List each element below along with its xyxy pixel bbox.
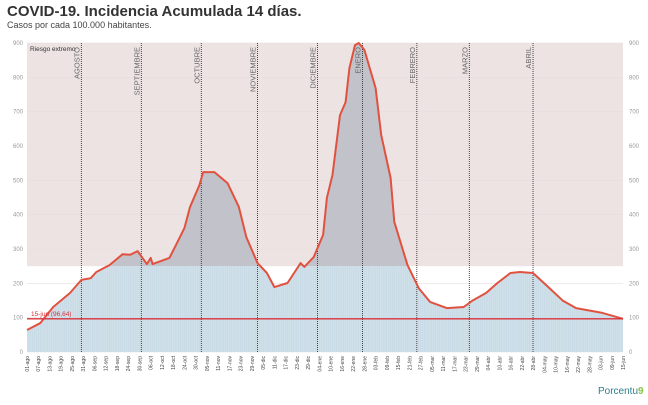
y-tick-label-left: 300 [13,247,24,253]
y-tick-label-right: 300 [629,247,640,253]
month-marker-label: SEPTIEMBRE [132,47,141,95]
x-tick-label: 23-mar [464,356,470,372]
x-tick-label: 13-ago [47,356,53,372]
x-tick-label: 12-oct [160,355,166,370]
x-tick-label: 11-nov [216,356,222,371]
x-tick-label: 24-sep [126,356,132,372]
risk-band-label: Riesgo extremo [30,46,76,53]
x-tick-label: 27-feb [419,356,425,370]
reference-label: 15-jun (96,64) [31,311,71,318]
area-above-threshold [107,43,409,267]
y-tick-label-left: 400 [13,213,24,219]
porcentu-logo: Porcentu9 [598,386,644,397]
x-tick-label: 30-oct [194,355,200,370]
x-tick-label: 07-ago [36,356,42,372]
x-tick-label: 16-may [565,356,571,373]
chart-subtitle: Casos por cada 100.000 habitantes. [7,20,152,30]
x-tick-label: 06-oct [149,355,155,370]
x-tick-label: 17-nov [227,356,233,372]
x-tick-label: 17-dic [284,356,290,370]
x-tick-label: 16-ene [340,356,346,372]
y-tick-label-left: 500 [13,178,24,184]
x-tick-label: 05-mar [430,356,436,372]
x-tick-label: 11-mar [441,356,447,372]
x-tick-label: 05-dic [261,356,267,370]
y-tick-label-right: 100 [629,316,640,322]
x-tick-label: 29-mar [475,356,481,372]
x-tick-label: 19-ago [59,356,65,372]
x-tick-label: 22-ene [351,356,357,372]
incidence-line [26,42,624,331]
y-tick-label-right: 400 [629,213,640,219]
y-tick-label-right: 200 [629,281,640,287]
chart-title: COVID-19. Incidencia Acumulada 14 días. [7,3,302,20]
x-tick-label: 16-abr [509,356,515,371]
month-marker-label: MARZO [460,47,469,74]
x-tick-label: 21-feb [407,356,413,370]
y-tick-label-right: 600 [629,144,640,150]
month-marker-label: ABRIL [524,47,533,69]
x-tick-label: 10-ene [329,356,335,372]
logo-text: Porcentu [598,386,639,397]
y-tick-label-left: 900 [13,41,24,47]
month-marker-label: FEBRERO [408,47,417,83]
x-tick-label: 18-oct [171,355,177,370]
month-marker-label: DICIEMBRE [309,47,318,89]
x-tick-label: 09-feb [385,356,391,370]
y-tick-label-left: 200 [13,281,24,287]
month-marker-label: NOVIEMBRE [249,47,258,92]
x-tick-label: 23-dic [295,356,301,370]
x-tick-label: 31-ago [81,356,87,372]
month-marker-label: OCTUBRE [192,47,201,84]
y-tick-label-left: 0 [20,350,24,356]
x-tick-label: 29-nov [250,356,256,372]
x-tick-label: 03-feb [374,356,380,370]
y-tick-label-left: 600 [13,144,24,150]
x-tick-label: 22-abr [520,356,526,371]
x-tick-label: 04-ene [317,356,323,372]
x-tick-label: 28-may [587,356,593,373]
x-tick-label: 18-sep [115,356,121,372]
month-marker-label: AGOSTO [72,47,81,79]
x-tick-label: 23-nov [239,356,245,372]
x-tick-label: 28-ene [362,356,368,372]
month-marker-label: ENERO [353,47,362,74]
x-tick-label: 24-oct [182,355,188,370]
x-tick-label: 06-sep [92,356,98,372]
y-tick-label-left: 700 [13,110,24,116]
x-tick-label: 17-mar [452,356,458,372]
logo-icon: 9 [638,386,644,397]
x-tick-label: 29-dic [306,356,312,370]
y-tick-label-right: 500 [629,178,640,184]
x-tick-label: 05-nov [205,356,211,372]
x-tick-label: 22-may [576,356,582,373]
x-tick-label: 01-ago [25,356,31,372]
x-tick-label: 28-abr [531,356,537,371]
x-tick-label: 09-jun [610,356,616,370]
y-tick-label-left: 800 [13,75,24,81]
y-tick-label-right: 800 [629,75,640,81]
x-tick-label: 03-jun [599,356,605,370]
area-below-threshold [27,266,623,352]
x-tick-label: 10-abr [497,356,503,371]
y-tick-label-right: 900 [629,41,640,47]
x-tick-label: 10-may [554,356,560,373]
y-tick-label-left: 100 [13,316,24,322]
x-tick-label: 04-may [542,356,548,373]
x-tick-label: 15-jun [621,356,627,370]
x-tick-label: 15-feb [396,356,402,370]
x-tick-label: 30-sep [137,356,143,372]
x-tick-label: 12-sep [104,356,110,372]
y-tick-label-right: 700 [629,110,640,116]
x-tick-label: 25-ago [70,356,76,372]
x-tick-label: 11-dic [272,356,278,370]
x-tick-label: 04-abr [486,356,492,371]
y-tick-label-right: 0 [629,350,633,356]
